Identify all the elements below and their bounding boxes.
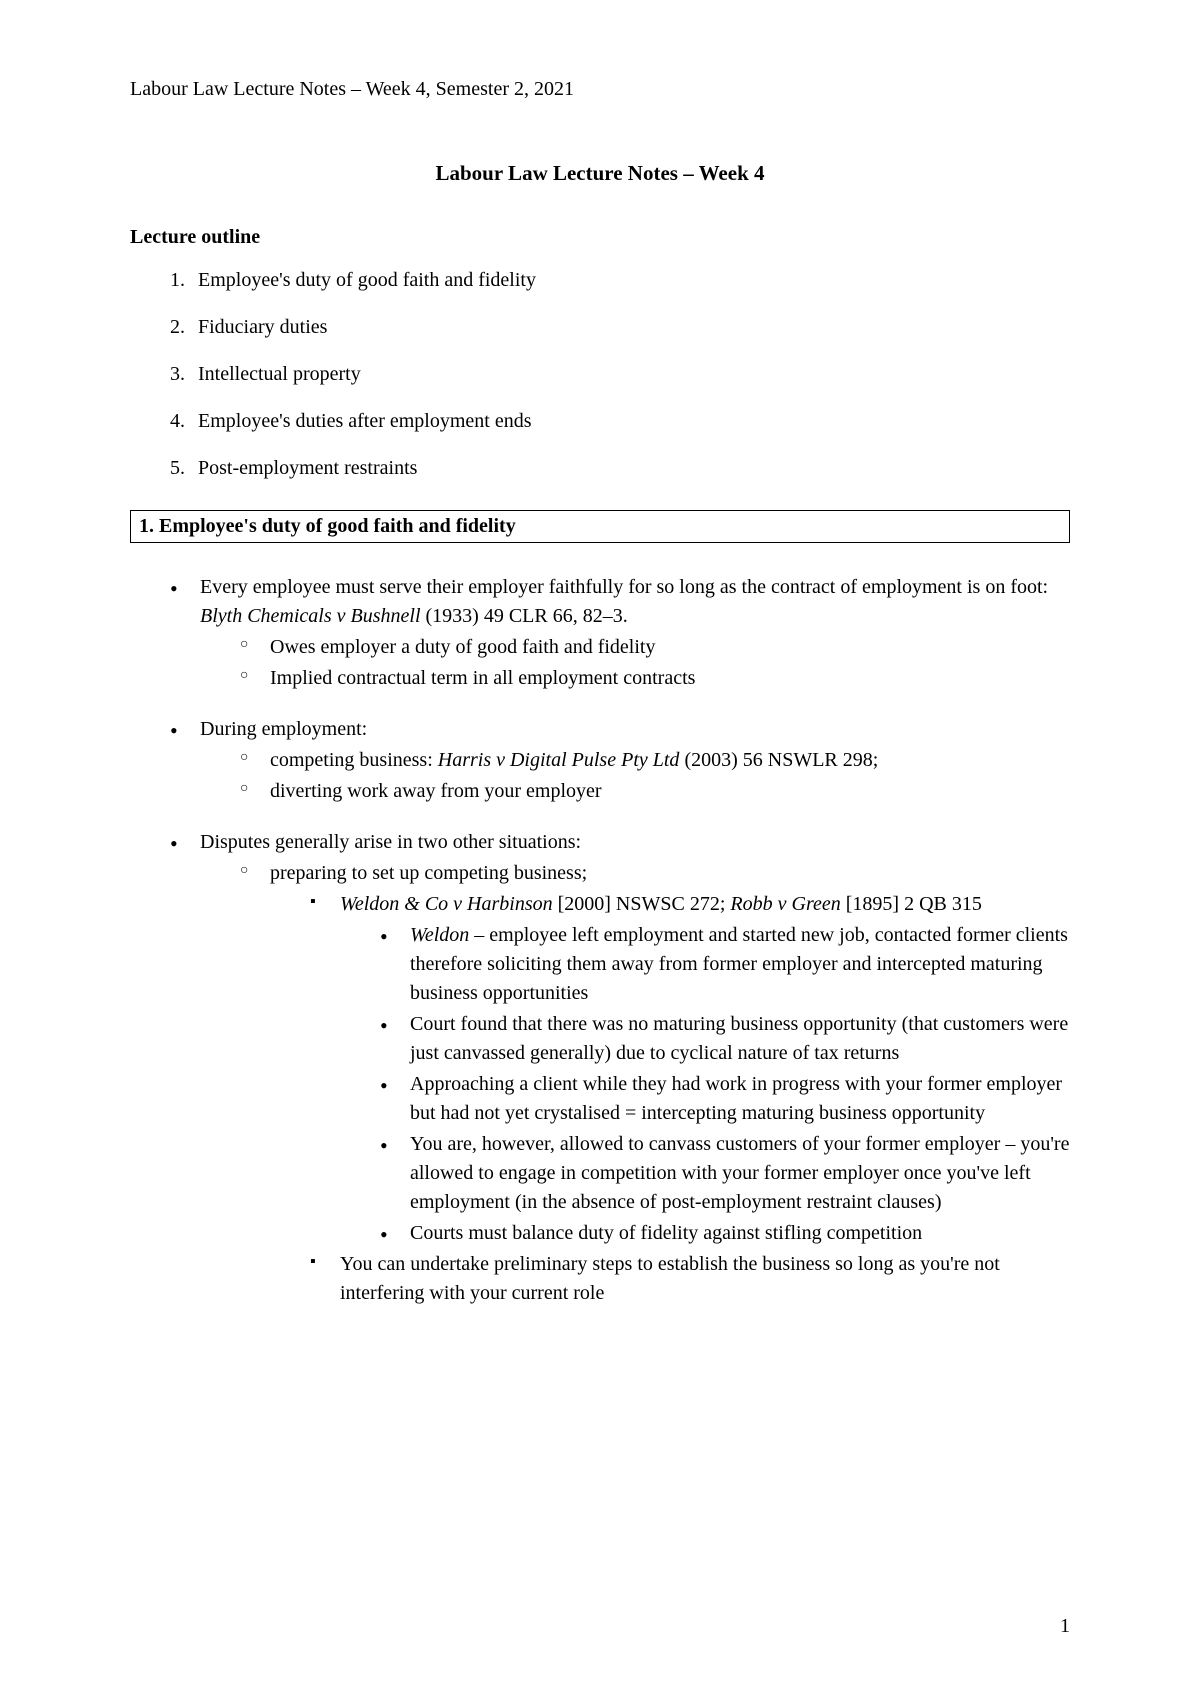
- text: Court found that there was no maturing b…: [410, 1013, 1068, 1064]
- outline-item: 3.Intellectual property: [170, 363, 1070, 386]
- sub-list: preparing to set up competing business; …: [200, 859, 1070, 1308]
- outline-text: Employee's duties after employment ends: [198, 410, 532, 433]
- text: – employee left employment and started n…: [410, 924, 1068, 1004]
- text: preparing to set up competing business;: [270, 862, 587, 884]
- list-item: Weldon & Co v Harbinson [2000] NSWSC 272…: [310, 890, 1070, 1248]
- case-citation: Blyth Chemicals v Bushnell: [200, 605, 421, 627]
- outline-item: 2.Fiduciary duties: [170, 316, 1070, 339]
- sub-sub-list: Weldon & Co v Harbinson [2000] NSWSC 272…: [270, 890, 1070, 1308]
- list-item: Disputes generally arise in two other si…: [170, 828, 1070, 1308]
- document-page: Labour Law Lecture Notes – Week 4, Semes…: [0, 0, 1200, 1390]
- text: competing business:: [270, 749, 438, 771]
- outline-item: 5.Post-employment restraints: [170, 457, 1070, 480]
- inner-list: Weldon – employee left employment and st…: [340, 921, 1070, 1248]
- text: (2003) 56 NSWLR 298;: [679, 749, 878, 771]
- list-item: Owes employer a duty of good faith and f…: [240, 633, 1070, 662]
- outline-num: 1.: [170, 269, 198, 292]
- list-item: Approaching a client while they had work…: [380, 1070, 1070, 1128]
- list-item: Weldon – employee left employment and st…: [380, 921, 1070, 1008]
- text: Approaching a client while they had work…: [410, 1073, 1062, 1124]
- outline-text: Fiduciary duties: [198, 316, 327, 339]
- sub-list: Owes employer a duty of good faith and f…: [200, 633, 1070, 693]
- text: [2000] NSWSC 272;: [553, 893, 731, 915]
- list-item: diverting work away from your employer: [240, 777, 1070, 806]
- content-list: Every employee must serve their employer…: [130, 573, 1070, 1308]
- sub-list: competing business: Harris v Digital Pul…: [200, 746, 1070, 806]
- text: (1933) 49 CLR 66, 82–3.: [421, 605, 628, 627]
- case-name: Weldon: [410, 924, 469, 946]
- text: [1895] 2 QB 315: [841, 893, 982, 915]
- outline-item: 4.Employee's duties after employment end…: [170, 410, 1070, 433]
- list-item: You can undertake preliminary steps to e…: [310, 1250, 1070, 1308]
- list-item: Courts must balance duty of fidelity aga…: [380, 1219, 1070, 1248]
- list-item: You are, however, allowed to canvass cus…: [380, 1130, 1070, 1217]
- outline-item: 1.Employee's duty of good faith and fide…: [170, 269, 1070, 292]
- outline-text: Post-employment restraints: [198, 457, 417, 480]
- text: Courts must balance duty of fidelity aga…: [410, 1222, 922, 1244]
- case-citation: Weldon & Co v Harbinson: [340, 893, 553, 915]
- list-item: Every employee must serve their employer…: [170, 573, 1070, 693]
- list-item: During employment: competing business: H…: [170, 715, 1070, 806]
- outline-list: 1.Employee's duty of good faith and fide…: [130, 269, 1070, 480]
- text: Disputes generally arise in two other si…: [200, 831, 581, 853]
- outline-num: 3.: [170, 363, 198, 386]
- list-item: preparing to set up competing business; …: [240, 859, 1070, 1308]
- outline-heading: Lecture outline: [130, 226, 1070, 249]
- case-citation: Robb v Green: [730, 893, 840, 915]
- page-header: Labour Law Lecture Notes – Week 4, Semes…: [130, 78, 1070, 101]
- text: Every employee must serve their employer…: [200, 576, 1048, 598]
- text: During employment:: [200, 718, 367, 740]
- outline-num: 4.: [170, 410, 198, 433]
- section-heading: 1. Employee's duty of good faith and fid…: [130, 510, 1070, 543]
- text: You are, however, allowed to canvass cus…: [410, 1133, 1069, 1213]
- outline-text: Intellectual property: [198, 363, 361, 386]
- page-number: 1: [1060, 1615, 1070, 1638]
- outline-text: Employee's duty of good faith and fideli…: [198, 269, 536, 292]
- list-item: competing business: Harris v Digital Pul…: [240, 746, 1070, 775]
- outline-num: 2.: [170, 316, 198, 339]
- document-title: Labour Law Lecture Notes – Week 4: [130, 161, 1070, 186]
- outline-num: 5.: [170, 457, 198, 480]
- list-item: Implied contractual term in all employme…: [240, 664, 1070, 693]
- case-citation: Harris v Digital Pulse Pty Ltd: [438, 749, 680, 771]
- list-item: Court found that there was no maturing b…: [380, 1010, 1070, 1068]
